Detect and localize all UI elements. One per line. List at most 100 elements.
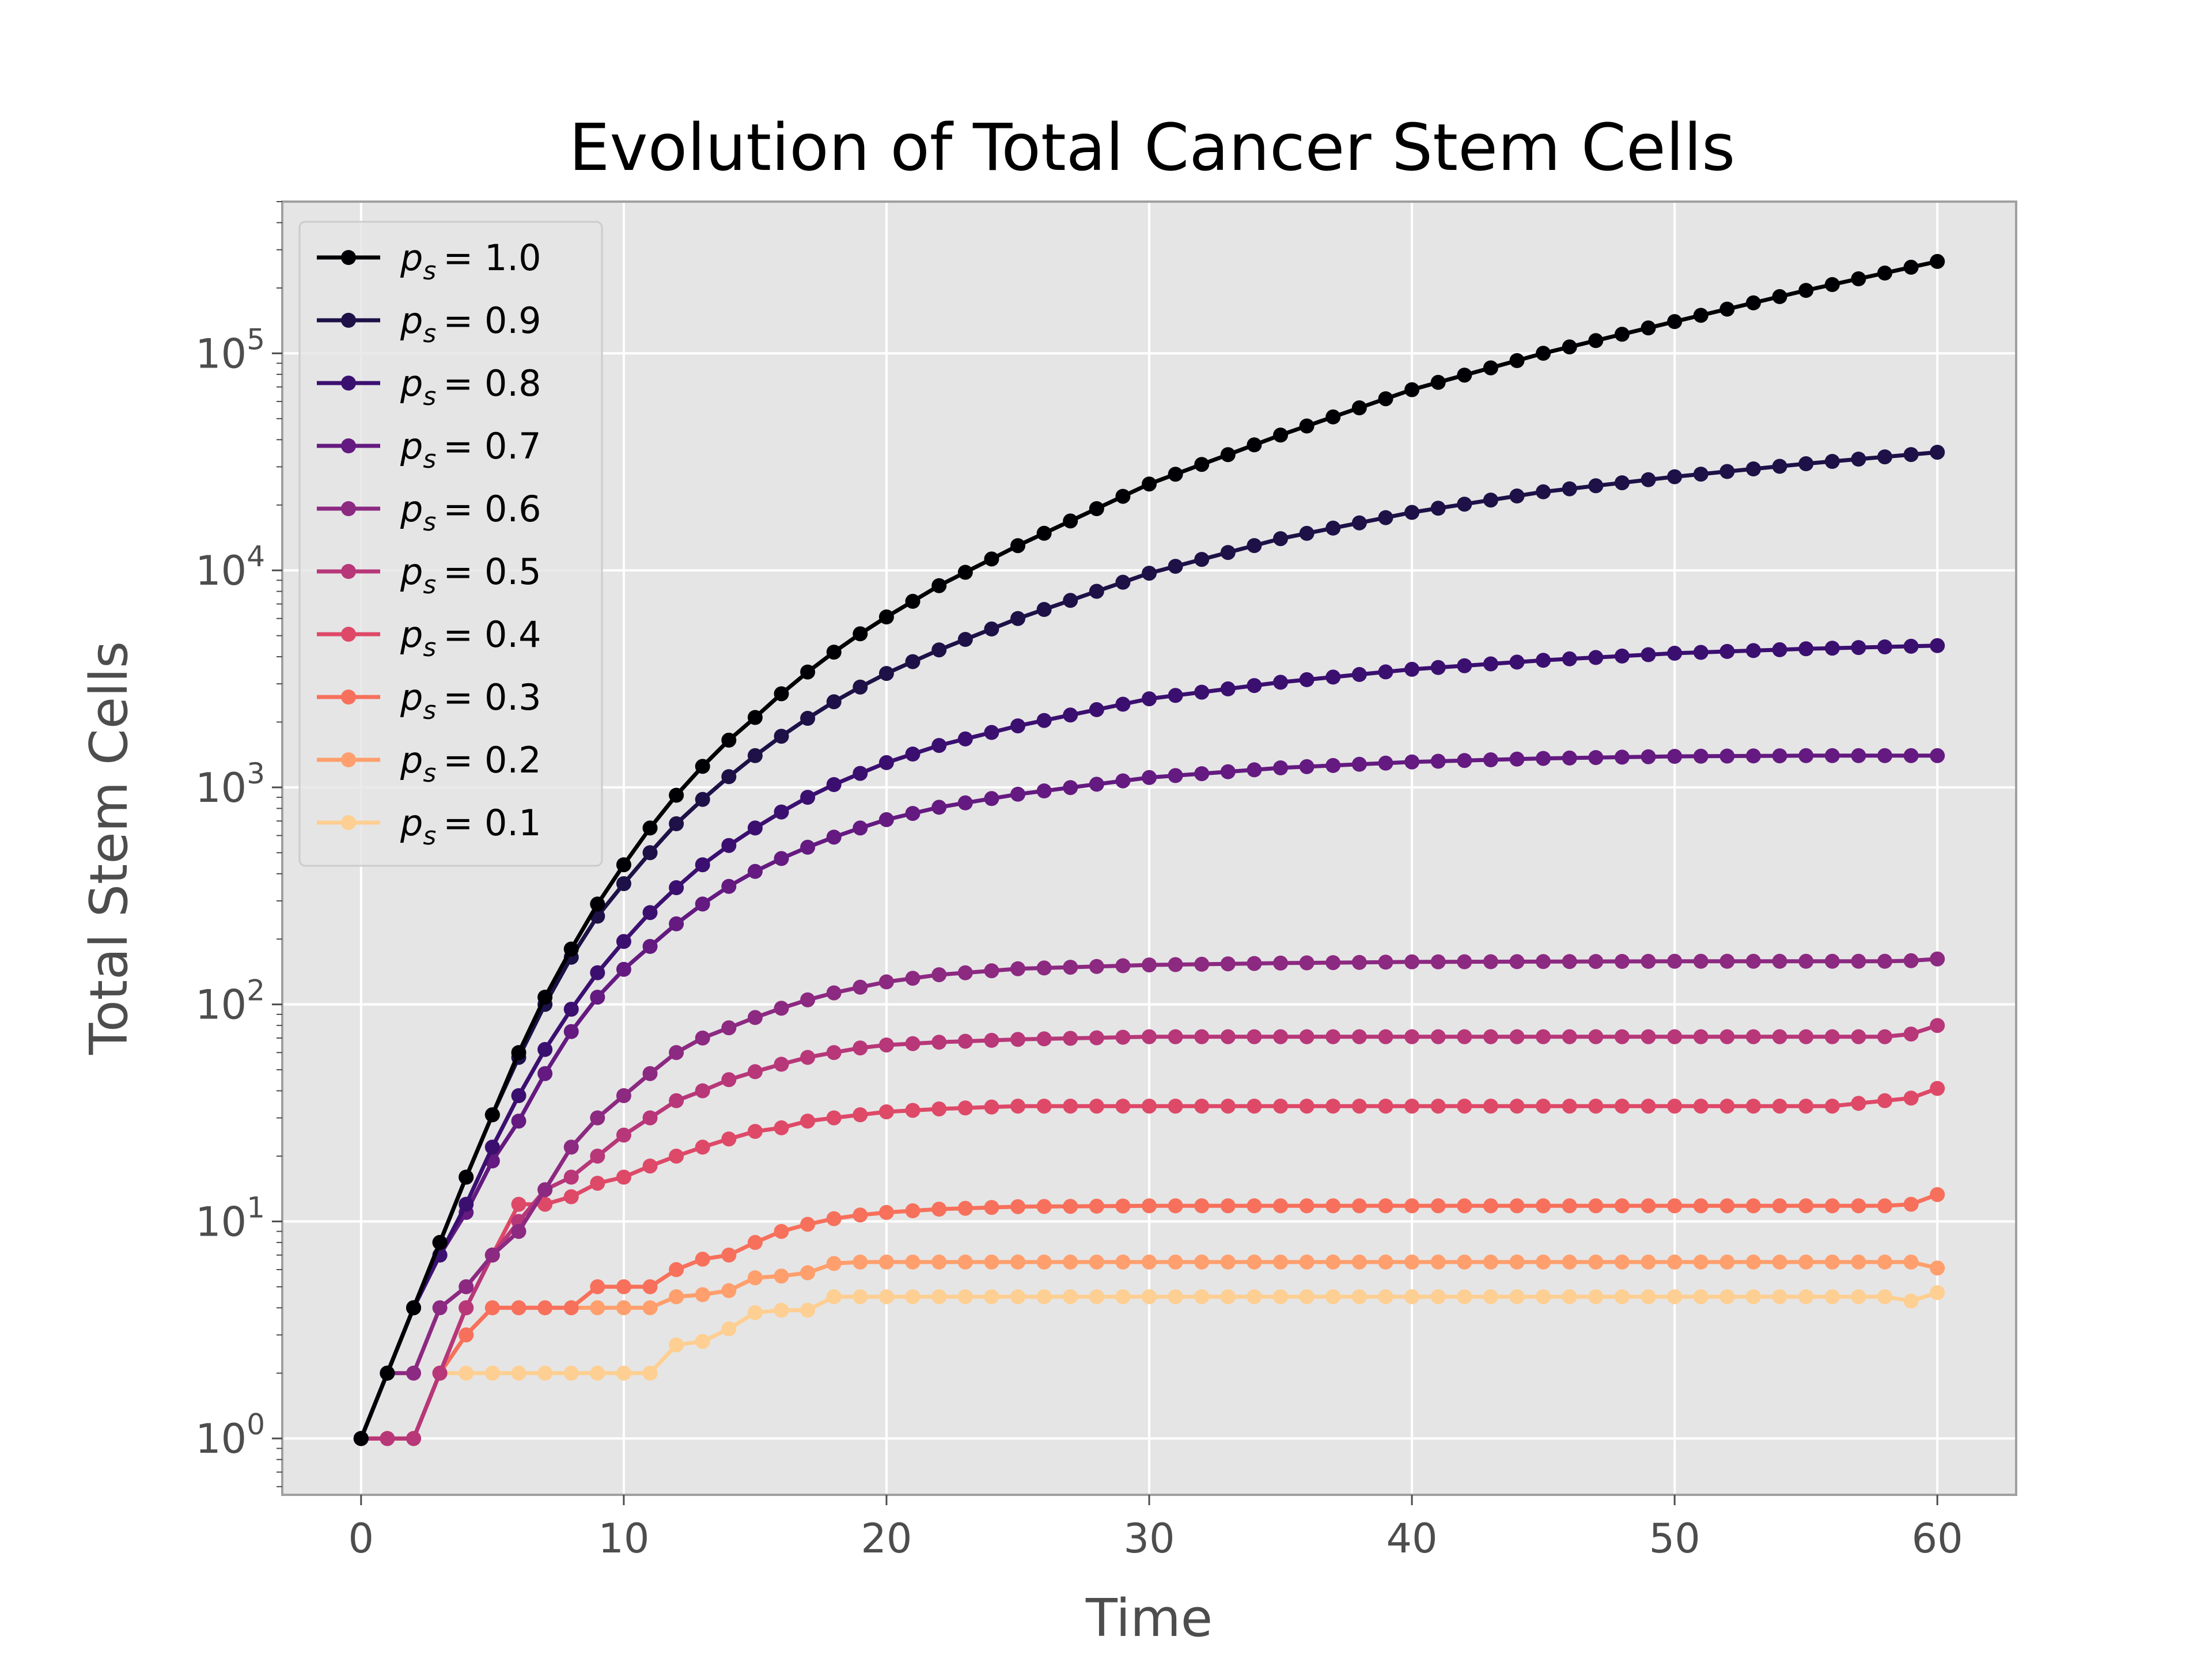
data-point (1325, 409, 1341, 425)
data-point (1194, 1254, 1210, 1270)
data-point (1667, 646, 1683, 661)
data-point (1273, 1099, 1288, 1114)
data-point (1036, 1199, 1052, 1214)
data-point (1903, 953, 1919, 968)
data-point (511, 1088, 527, 1103)
data-point (616, 1365, 631, 1381)
data-point (695, 857, 710, 873)
data-point (1299, 1029, 1315, 1044)
data-point (1536, 751, 1551, 766)
data-point (1588, 954, 1604, 969)
data-point (1273, 1289, 1288, 1305)
data-point (1903, 1196, 1919, 1212)
data-point (1063, 1099, 1078, 1114)
data-point (957, 565, 973, 580)
legend-item: ps = 0.4 (317, 613, 541, 662)
data-point (1903, 259, 1919, 275)
data-point (1745, 1198, 1761, 1214)
data-point (642, 1158, 658, 1174)
data-point (1614, 954, 1630, 969)
data-point (1115, 1254, 1131, 1270)
data-point (1168, 1198, 1183, 1214)
data-point (800, 1265, 816, 1281)
data-point (878, 755, 894, 770)
data-point (1877, 639, 1892, 654)
data-point (1772, 1254, 1787, 1270)
data-point (1430, 1198, 1446, 1214)
data-point (1063, 780, 1078, 796)
data-point (984, 1289, 999, 1305)
data-point (1194, 552, 1210, 567)
data-point (537, 1365, 553, 1381)
data-point (984, 1254, 999, 1270)
data-point (1667, 1198, 1683, 1214)
data-point (905, 1103, 921, 1118)
data-point (878, 1104, 894, 1120)
data-point (1798, 953, 1814, 969)
data-point (353, 1431, 369, 1446)
data-point (1562, 1254, 1577, 1270)
data-point (1641, 749, 1656, 764)
data-point (669, 816, 684, 831)
data-point (878, 1254, 894, 1270)
data-point (1930, 445, 1945, 460)
data-point (669, 880, 684, 895)
data-point (537, 990, 553, 1005)
data-point (984, 1099, 999, 1115)
data-point (1824, 1099, 1840, 1114)
data-point (1115, 1289, 1131, 1305)
data-point (1142, 1198, 1157, 1214)
legend-label: ps = 0.7 (400, 425, 541, 474)
data-point (1824, 454, 1840, 469)
data-point (1772, 1099, 1787, 1114)
data-point (800, 1050, 816, 1065)
data-point (1641, 1289, 1656, 1305)
data-point (695, 791, 710, 807)
data-point (1063, 960, 1078, 975)
data-point (1089, 1198, 1104, 1214)
data-point (563, 1169, 579, 1185)
data-point (1457, 954, 1472, 969)
data-point (1930, 638, 1945, 653)
x-tick-label: 0 (349, 1515, 374, 1562)
data-point (537, 1066, 553, 1081)
data-point (1220, 545, 1236, 560)
data-point (1325, 757, 1341, 773)
data-point (1430, 753, 1446, 769)
data-point (800, 839, 816, 855)
data-point (1693, 1099, 1709, 1114)
data-point (931, 1289, 947, 1305)
data-point (1168, 688, 1183, 703)
data-point (1194, 1029, 1210, 1044)
legend-marker (341, 564, 356, 579)
data-point (1851, 640, 1866, 656)
data-point (1299, 1289, 1315, 1305)
data-point (616, 934, 631, 949)
data-point (1641, 953, 1656, 969)
data-point (1194, 766, 1210, 782)
data-point (774, 1302, 789, 1318)
data-point (747, 1124, 763, 1139)
y-tick-label: 104 (195, 540, 265, 594)
data-point (1745, 1099, 1761, 1114)
data-point (1168, 1254, 1183, 1270)
data-point (931, 642, 947, 658)
data-point (1142, 691, 1157, 707)
data-point (1930, 951, 1945, 967)
data-point (800, 1113, 816, 1129)
data-point (1483, 1254, 1498, 1270)
series-10 (353, 253, 1945, 1446)
data-point (1614, 475, 1630, 491)
data-point (1194, 956, 1210, 972)
legend-marker (341, 690, 356, 704)
data-point (1142, 1289, 1157, 1305)
data-point (537, 1182, 553, 1198)
data-point (1351, 1254, 1367, 1270)
data-point (1562, 750, 1577, 766)
data-point (1010, 718, 1025, 734)
data-point (1457, 1198, 1472, 1214)
data-point (1273, 427, 1288, 443)
data-point (1010, 538, 1025, 554)
data-point (642, 1279, 658, 1294)
data-point (563, 1139, 579, 1155)
